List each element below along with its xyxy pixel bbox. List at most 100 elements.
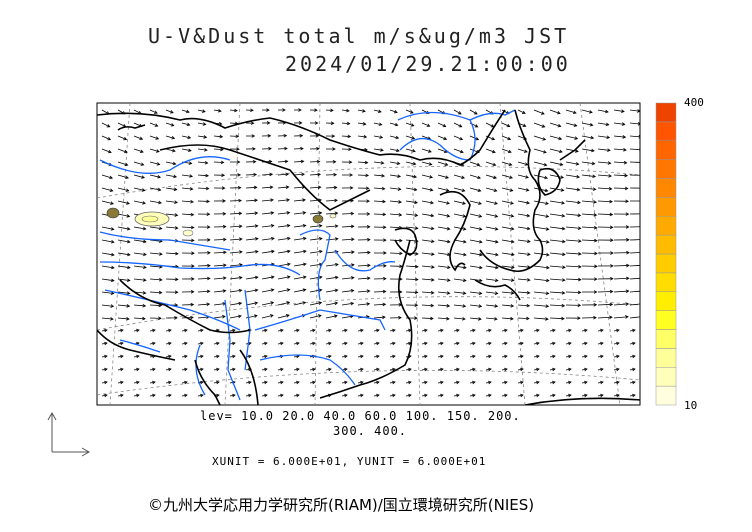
wind-arrow-head: [252, 159, 257, 164]
wind-arrow: [485, 174, 497, 179]
wind-arrow-head: [552, 341, 556, 346]
wind-arrow-head: [350, 288, 355, 293]
wind-arrow-head: [600, 367, 604, 372]
wind-arrow: [533, 304, 549, 307]
wind-arrow: [549, 135, 562, 140]
wind-arrow-head: [456, 341, 460, 346]
wind-arrow: [165, 226, 178, 229]
wind-arrow-head: [172, 148, 176, 153]
wind-arrow-head: [536, 367, 540, 372]
wind-arrow-head: [523, 149, 528, 153]
wind-arrow-head: [396, 161, 401, 166]
wind-arrow-head: [157, 175, 162, 179]
wind-arrow-head: [270, 198, 274, 202]
wind-arrow: [549, 394, 556, 397]
wind-arrow-head: [504, 354, 508, 359]
wind-arrow-head: [142, 316, 146, 321]
wind-arrow-head: [459, 149, 464, 154]
wind-arrow: [165, 213, 178, 216]
wind-arrow: [309, 161, 320, 163]
wind-arrow: [581, 135, 594, 139]
wind-arrow-head: [239, 250, 243, 254]
wind-arrow-head: [264, 380, 268, 385]
wind-arrow-head: [267, 134, 272, 138]
wind-arrow-head: [607, 161, 612, 165]
wind-arrow: [565, 122, 577, 127]
wind-arrow: [245, 186, 257, 189]
wind-arrow: [373, 303, 386, 306]
wind-arrow: [149, 265, 163, 268]
wind-arrow: [229, 122, 238, 124]
wind-arrow-head: [266, 121, 271, 125]
wind-arrow: [261, 381, 268, 384]
wind-arrow-head: [507, 149, 512, 154]
wind-arrow: [597, 148, 611, 151]
wind-arrow: [165, 368, 172, 371]
wind-arrow-head: [238, 275, 243, 280]
wind-arrow: [469, 291, 482, 294]
wind-arrow-head: [446, 316, 450, 321]
wind-arrow-head: [143, 252, 147, 257]
wind-arrow: [245, 394, 252, 397]
wind-arrow-head: [220, 147, 224, 152]
wind-arrow: [421, 122, 430, 127]
wind-arrow-head: [334, 275, 339, 280]
wind-arrow-head: [510, 214, 515, 218]
wind-arrow: [197, 329, 204, 332]
wind-arrow-head: [280, 380, 284, 385]
wind-arrow: [565, 161, 579, 165]
wind-arrow: [309, 173, 321, 176]
wind-arrow: [581, 329, 588, 332]
wind-arrow-head: [479, 265, 483, 270]
wind-arrow-head: [642, 238, 645, 241]
wind-arrow: [469, 252, 483, 256]
wind-arrow: [421, 187, 433, 191]
wind-arrow: [357, 135, 367, 138]
wind-arrow: [373, 342, 380, 345]
wind-arrow-head: [123, 149, 128, 154]
wind-arrow: [309, 250, 323, 254]
wind-arrow-head: [462, 291, 467, 295]
wind-arrow: [613, 277, 629, 280]
wind-arrow: [133, 148, 144, 153]
wind-arrow-head: [462, 201, 466, 205]
wind-arrow-head: [593, 303, 598, 307]
levels-line1: lev= 10.0 20.0 40.0 60.0 100. 150. 200.: [200, 409, 521, 423]
wind-arrow-head: [254, 211, 259, 215]
wind-arrow-head: [174, 213, 179, 217]
rivers: [99, 109, 516, 401]
wind-arrow-head: [328, 380, 332, 385]
wind-arrow-head: [510, 304, 515, 308]
wind-arrow: [437, 278, 450, 281]
wind-arrow-head: [560, 175, 565, 179]
wind-arrow: [533, 200, 549, 205]
wind-arrow-head: [424, 328, 428, 333]
wind-arrow: [229, 225, 242, 228]
wind-arrow-head: [478, 278, 483, 283]
wind-arrow: [197, 135, 207, 138]
wind-arrow: [597, 161, 611, 164]
wind-arrow-head: [190, 315, 194, 320]
wind-arrow: [629, 161, 640, 163]
wind-arrow: [597, 122, 609, 126]
wind-arrow-head: [606, 135, 611, 140]
wind-arrow-head: [296, 328, 300, 333]
wind-arrow-head: [270, 211, 275, 215]
wind-arrow: [421, 394, 428, 397]
wind-arrow: [181, 148, 192, 152]
wind-arrow: [101, 291, 114, 294]
wind-arrow-head: [491, 149, 496, 154]
wind-arrow: [293, 186, 305, 189]
wind-arrow-head: [414, 226, 419, 230]
wind-arrow: [101, 148, 112, 153]
wind-arrow-head: [158, 277, 163, 282]
wind-arrow-head: [543, 162, 548, 167]
wind-arrow: [245, 174, 257, 176]
wind-arrow: [629, 265, 640, 267]
wind-arrow-head: [376, 328, 380, 333]
wind-arrow: [517, 265, 531, 268]
wind-arrow-head: [414, 316, 418, 320]
wind-arrow: [549, 291, 565, 294]
wind-arrow-head: [316, 146, 320, 151]
wind-arrow: [341, 394, 348, 397]
